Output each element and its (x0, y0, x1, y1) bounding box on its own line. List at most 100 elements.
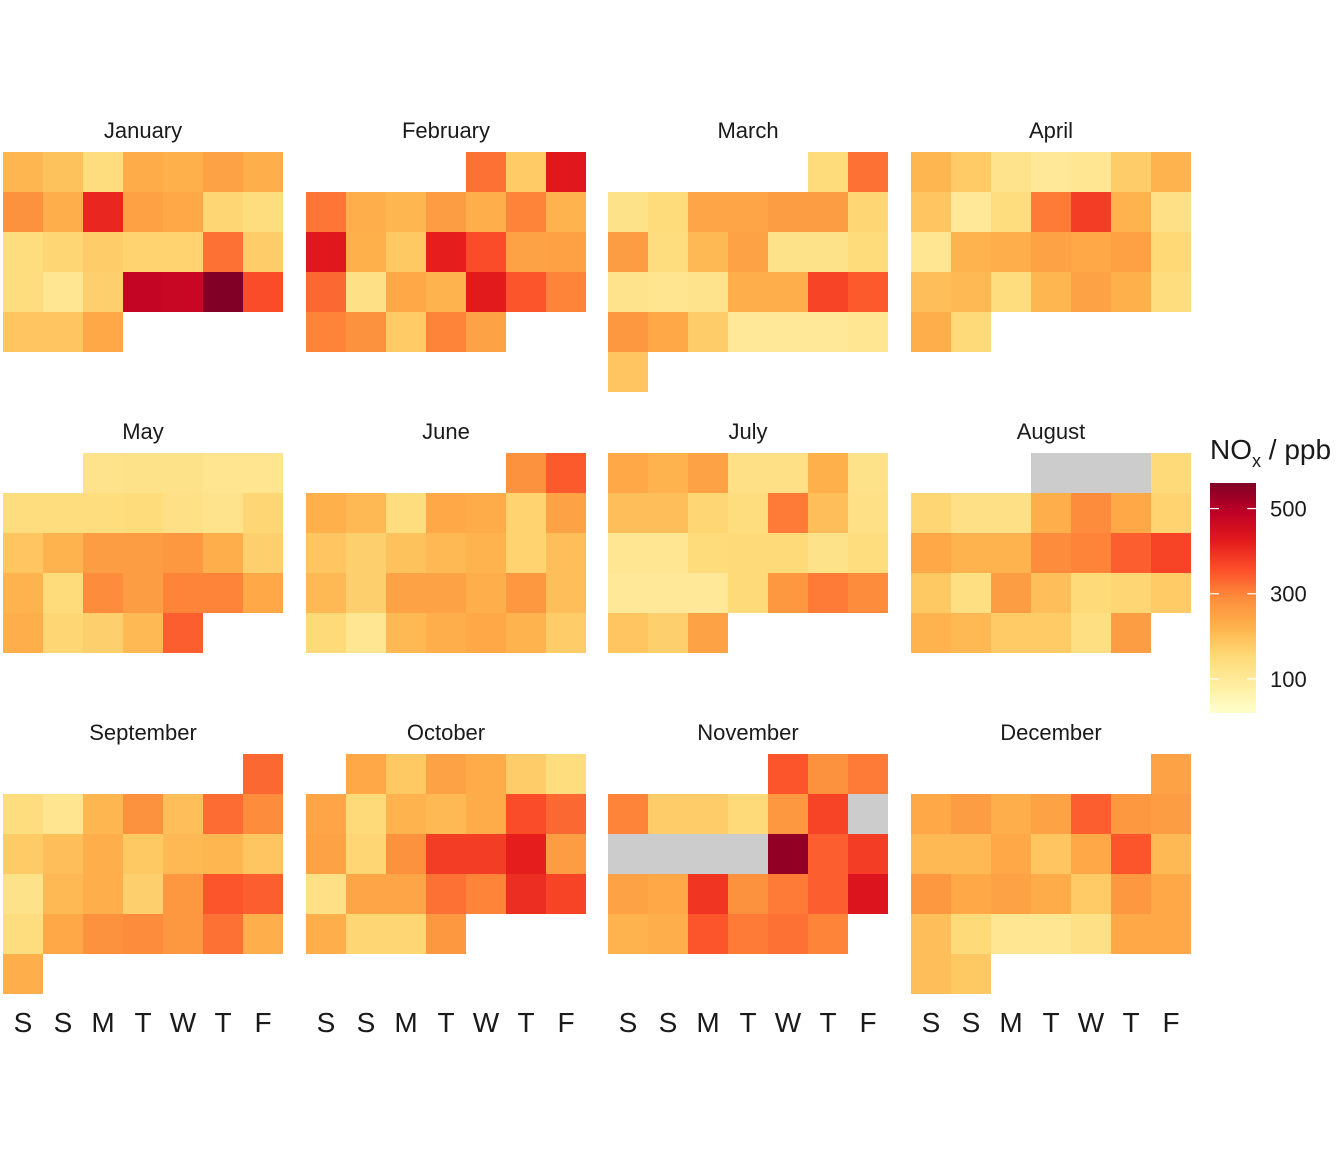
day-cell (123, 152, 163, 192)
weekday-label: S (54, 1007, 73, 1038)
day-cell (1071, 573, 1111, 613)
day-cell (688, 834, 728, 874)
day-cell (83, 794, 123, 834)
day-cell (808, 834, 848, 874)
month-panels: January February March April May June July Augu… (3, 118, 1191, 994)
day-cell (951, 152, 991, 192)
day-cell (346, 533, 386, 573)
day-cell (123, 874, 163, 914)
day-cell (648, 573, 688, 613)
day-cell (306, 232, 346, 272)
day-cell (768, 453, 808, 493)
month-panel-june: June (306, 419, 586, 653)
month-title: June (422, 419, 470, 444)
day-cell (243, 192, 283, 232)
day-cell (123, 613, 163, 653)
day-cell (426, 573, 466, 613)
weekday-label: S (317, 1007, 336, 1038)
day-cell (426, 834, 466, 874)
day-cell (203, 232, 243, 272)
day-cell (386, 613, 426, 653)
weekday-label: S (659, 1007, 678, 1038)
day-cell (163, 573, 203, 613)
day-cell (466, 834, 506, 874)
day-cell (123, 573, 163, 613)
day-cell (1111, 453, 1151, 493)
day-cell (546, 613, 586, 653)
day-cell (1031, 272, 1071, 312)
day-cell (688, 914, 728, 954)
day-cell (83, 192, 123, 232)
day-cell (506, 152, 546, 192)
day-cell (848, 573, 888, 613)
day-cell (688, 272, 728, 312)
month-panel-february: February (306, 118, 586, 352)
day-cell (848, 232, 888, 272)
legend-ticks: 500 300 100 (1210, 497, 1307, 692)
day-cell (83, 573, 123, 613)
day-cell (808, 152, 848, 192)
day-cell (1031, 493, 1071, 533)
day-cell (386, 573, 426, 613)
day-cell (991, 152, 1031, 192)
day-cell (426, 312, 466, 352)
day-cell (911, 573, 951, 613)
day-cell (648, 613, 688, 653)
day-cell (386, 874, 426, 914)
day-cell (163, 834, 203, 874)
day-cell (243, 573, 283, 613)
day-cell (83, 613, 123, 653)
month-panel-september: September (3, 720, 283, 994)
day-cell (123, 232, 163, 272)
weekday-label: M (999, 1007, 1022, 1038)
day-cell (163, 613, 203, 653)
day-cell (1151, 493, 1191, 533)
day-cell (3, 794, 43, 834)
day-cell (506, 573, 546, 613)
day-cell (608, 834, 648, 874)
weekday-label: W (775, 1007, 802, 1038)
day-cell (1031, 874, 1071, 914)
weekday-label: S (922, 1007, 941, 1038)
day-cell (608, 573, 648, 613)
day-cell (546, 192, 586, 232)
day-cell (951, 954, 991, 994)
day-cell (951, 192, 991, 232)
day-cell (306, 914, 346, 954)
day-cell (768, 573, 808, 613)
day-cell (3, 272, 43, 312)
day-cell (346, 874, 386, 914)
day-cell (1031, 613, 1071, 653)
day-cell (1071, 493, 1111, 533)
day-cell (43, 312, 83, 352)
day-cell (466, 613, 506, 653)
day-cell (728, 192, 768, 232)
day-cell (688, 794, 728, 834)
day-cell (546, 754, 586, 794)
day-cell (648, 453, 688, 493)
day-cell (43, 493, 83, 533)
day-cell (808, 232, 848, 272)
day-cell (1031, 533, 1071, 573)
day-cell (1071, 192, 1111, 232)
day-cell (1071, 232, 1111, 272)
day-cell (3, 493, 43, 533)
legend-tick-label: 100 (1270, 667, 1307, 692)
day-cell (848, 152, 888, 192)
day-cell (848, 312, 888, 352)
day-cell (386, 834, 426, 874)
day-cell (3, 152, 43, 192)
day-cell (43, 794, 83, 834)
day-cell (466, 493, 506, 533)
day-cell (1071, 533, 1111, 573)
day-cell (648, 312, 688, 352)
month-panel-november: November (608, 720, 888, 954)
day-cell (1111, 874, 1151, 914)
day-cell (728, 914, 768, 954)
day-cell (546, 874, 586, 914)
day-cell (43, 192, 83, 232)
day-cell (808, 874, 848, 914)
day-cell (546, 453, 586, 493)
month-panel-october: October (306, 720, 586, 954)
weekday-label: M (696, 1007, 719, 1038)
